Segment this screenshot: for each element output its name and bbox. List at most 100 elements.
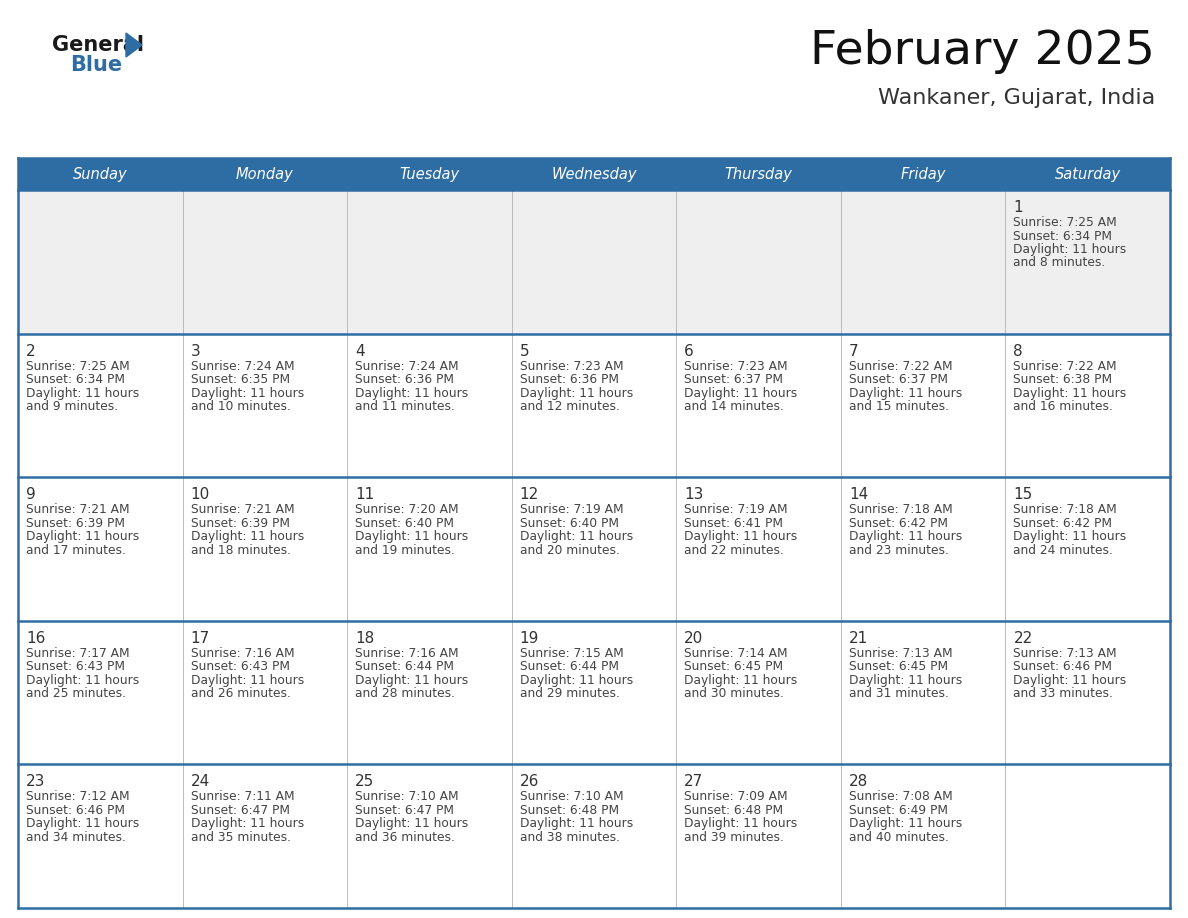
- Bar: [18, 477, 183, 621]
- Text: Blue: Blue: [70, 55, 122, 75]
- Text: and 31 minutes.: and 31 minutes.: [849, 688, 949, 700]
- Text: General: General: [52, 35, 144, 55]
- Text: 20: 20: [684, 631, 703, 645]
- Text: Daylight: 11 hours: Daylight: 11 hours: [26, 817, 139, 831]
- Text: and 17 minutes.: and 17 minutes.: [26, 543, 126, 556]
- Text: Thursday: Thursday: [725, 166, 792, 182]
- Text: and 35 minutes.: and 35 minutes.: [190, 831, 291, 844]
- Text: Sunrise: 7:19 AM: Sunrise: 7:19 AM: [684, 503, 788, 516]
- Text: and 38 minutes.: and 38 minutes.: [519, 831, 620, 844]
- Text: Sunset: 6:42 PM: Sunset: 6:42 PM: [849, 517, 948, 530]
- Text: and 36 minutes.: and 36 minutes.: [355, 831, 455, 844]
- Text: Monday: Monday: [236, 166, 293, 182]
- Text: 21: 21: [849, 631, 868, 645]
- Text: and 29 minutes.: and 29 minutes.: [519, 688, 620, 700]
- Text: 28: 28: [849, 775, 868, 789]
- Text: Sunset: 6:36 PM: Sunset: 6:36 PM: [355, 373, 454, 386]
- Text: and 28 minutes.: and 28 minutes.: [355, 688, 455, 700]
- Bar: [676, 765, 841, 908]
- Text: Sunset: 6:44 PM: Sunset: 6:44 PM: [519, 660, 619, 673]
- Text: Sunrise: 7:08 AM: Sunrise: 7:08 AM: [849, 790, 953, 803]
- Bar: [347, 621, 512, 765]
- Bar: [512, 765, 676, 908]
- Text: Sunrise: 7:25 AM: Sunrise: 7:25 AM: [26, 360, 129, 373]
- Text: Sunset: 6:39 PM: Sunset: 6:39 PM: [26, 517, 125, 530]
- Text: and 15 minutes.: and 15 minutes.: [849, 400, 949, 413]
- Text: Daylight: 11 hours: Daylight: 11 hours: [190, 674, 304, 687]
- Text: Sunrise: 7:22 AM: Sunrise: 7:22 AM: [1013, 360, 1117, 373]
- Text: Sunrise: 7:24 AM: Sunrise: 7:24 AM: [190, 360, 295, 373]
- Text: and 30 minutes.: and 30 minutes.: [684, 688, 784, 700]
- Text: 13: 13: [684, 487, 703, 502]
- Text: Sunrise: 7:18 AM: Sunrise: 7:18 AM: [1013, 503, 1117, 516]
- Text: Sunset: 6:46 PM: Sunset: 6:46 PM: [1013, 660, 1112, 673]
- Text: Sunrise: 7:16 AM: Sunrise: 7:16 AM: [355, 647, 459, 660]
- Text: and 34 minutes.: and 34 minutes.: [26, 831, 126, 844]
- Text: Daylight: 11 hours: Daylight: 11 hours: [1013, 674, 1126, 687]
- Bar: [347, 333, 512, 477]
- Text: 23: 23: [26, 775, 45, 789]
- Text: and 23 minutes.: and 23 minutes.: [849, 543, 949, 556]
- Text: Sunrise: 7:18 AM: Sunrise: 7:18 AM: [849, 503, 953, 516]
- Text: 14: 14: [849, 487, 868, 502]
- Text: and 18 minutes.: and 18 minutes.: [190, 543, 291, 556]
- Text: Sunrise: 7:23 AM: Sunrise: 7:23 AM: [684, 360, 788, 373]
- Text: Sunrise: 7:09 AM: Sunrise: 7:09 AM: [684, 790, 788, 803]
- Text: and 8 minutes.: and 8 minutes.: [1013, 256, 1106, 270]
- Text: 11: 11: [355, 487, 374, 502]
- Text: 8: 8: [1013, 343, 1023, 359]
- Text: 15: 15: [1013, 487, 1032, 502]
- Bar: [183, 333, 347, 477]
- Bar: [1005, 333, 1170, 477]
- Text: 24: 24: [190, 775, 210, 789]
- Text: Sunset: 6:47 PM: Sunset: 6:47 PM: [190, 804, 290, 817]
- Bar: [512, 333, 676, 477]
- Text: Sunrise: 7:10 AM: Sunrise: 7:10 AM: [355, 790, 459, 803]
- Text: 7: 7: [849, 343, 859, 359]
- Text: Sunset: 6:45 PM: Sunset: 6:45 PM: [684, 660, 783, 673]
- Text: and 20 minutes.: and 20 minutes.: [519, 543, 620, 556]
- Bar: [676, 621, 841, 765]
- Text: Sunset: 6:42 PM: Sunset: 6:42 PM: [1013, 517, 1112, 530]
- Text: Sunset: 6:45 PM: Sunset: 6:45 PM: [849, 660, 948, 673]
- Bar: [676, 477, 841, 621]
- Text: Daylight: 11 hours: Daylight: 11 hours: [190, 386, 304, 399]
- Text: Daylight: 11 hours: Daylight: 11 hours: [849, 386, 962, 399]
- Text: and 22 minutes.: and 22 minutes.: [684, 543, 784, 556]
- Text: Sunrise: 7:14 AM: Sunrise: 7:14 AM: [684, 647, 788, 660]
- Bar: [183, 621, 347, 765]
- Text: Daylight: 11 hours: Daylight: 11 hours: [1013, 243, 1126, 256]
- Text: Sunrise: 7:10 AM: Sunrise: 7:10 AM: [519, 790, 624, 803]
- Text: and 33 minutes.: and 33 minutes.: [1013, 688, 1113, 700]
- Bar: [347, 477, 512, 621]
- Text: and 11 minutes.: and 11 minutes.: [355, 400, 455, 413]
- Text: Daylight: 11 hours: Daylight: 11 hours: [519, 386, 633, 399]
- Bar: [1005, 621, 1170, 765]
- Text: Sunrise: 7:25 AM: Sunrise: 7:25 AM: [1013, 216, 1117, 229]
- Text: Sunrise: 7:15 AM: Sunrise: 7:15 AM: [519, 647, 624, 660]
- Text: and 26 minutes.: and 26 minutes.: [190, 688, 290, 700]
- Text: Sunrise: 7:21 AM: Sunrise: 7:21 AM: [190, 503, 295, 516]
- Text: February 2025: February 2025: [810, 29, 1155, 74]
- Bar: [183, 477, 347, 621]
- Text: Sunset: 6:48 PM: Sunset: 6:48 PM: [519, 804, 619, 817]
- Text: 19: 19: [519, 631, 539, 645]
- Text: Sunset: 6:43 PM: Sunset: 6:43 PM: [26, 660, 125, 673]
- Text: 1: 1: [1013, 200, 1023, 215]
- Text: and 40 minutes.: and 40 minutes.: [849, 831, 949, 844]
- Text: and 16 minutes.: and 16 minutes.: [1013, 400, 1113, 413]
- Text: 27: 27: [684, 775, 703, 789]
- Text: Daylight: 11 hours: Daylight: 11 hours: [684, 817, 797, 831]
- Text: Daylight: 11 hours: Daylight: 11 hours: [519, 531, 633, 543]
- Text: and 24 minutes.: and 24 minutes.: [1013, 543, 1113, 556]
- Polygon shape: [126, 33, 143, 57]
- Text: 12: 12: [519, 487, 539, 502]
- Text: Sunrise: 7:23 AM: Sunrise: 7:23 AM: [519, 360, 624, 373]
- Text: Sunset: 6:35 PM: Sunset: 6:35 PM: [190, 373, 290, 386]
- Text: Daylight: 11 hours: Daylight: 11 hours: [190, 817, 304, 831]
- Bar: [676, 190, 841, 333]
- Text: Sunrise: 7:11 AM: Sunrise: 7:11 AM: [190, 790, 295, 803]
- Text: Sunday: Sunday: [72, 166, 127, 182]
- Text: Sunrise: 7:17 AM: Sunrise: 7:17 AM: [26, 647, 129, 660]
- Text: Sunrise: 7:13 AM: Sunrise: 7:13 AM: [849, 647, 953, 660]
